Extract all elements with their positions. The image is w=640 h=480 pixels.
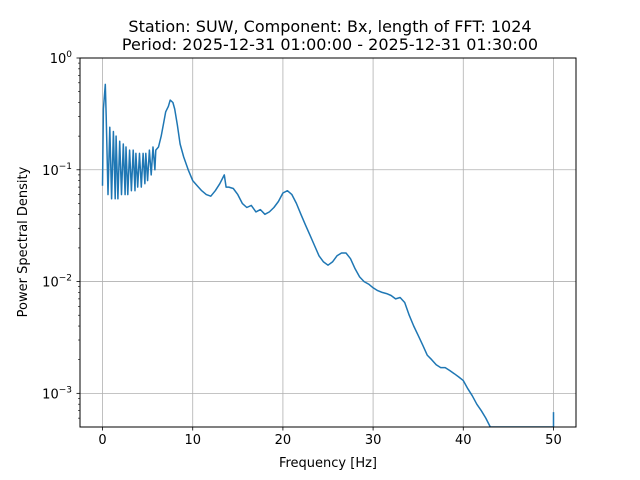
- x-axis-label: Frequency [Hz]: [279, 456, 377, 471]
- y-tick-exponent: −3: [59, 385, 72, 395]
- chart-title-line1: Station: SUW, Component: Bx, length of F…: [128, 17, 531, 36]
- x-axis-ticks: 0 10 20 30 40 50: [98, 427, 562, 448]
- y-tick-base: 10: [42, 387, 59, 402]
- x-tick-label: 10: [184, 433, 201, 448]
- x-tick-label: 40: [455, 433, 472, 448]
- x-tick-label: 20: [275, 433, 292, 448]
- plot-frame: [79, 57, 577, 428]
- y-tick-label: 10−2: [42, 274, 72, 291]
- chart-title-line2: Period: 2025-12-31 01:00:00 - 2025-12-31…: [122, 35, 538, 54]
- y-axis-label: Power Spectral Density: [16, 166, 31, 317]
- y-tick-base: 10: [42, 276, 59, 291]
- y-tick-label: 100: [50, 50, 73, 67]
- x-tick-label: 0: [98, 433, 106, 448]
- y-tick-exponent: −1: [59, 162, 72, 172]
- y-tick-label: 10−3: [42, 385, 72, 402]
- y-tick-exponent: −2: [59, 274, 72, 284]
- y-tick-base: 10: [50, 52, 67, 67]
- y-tick-exponent: 0: [66, 50, 72, 60]
- psd-series-line: [101, 83, 555, 427]
- y-tick-label: 10−1: [42, 162, 72, 179]
- x-tick-label: 50: [545, 433, 562, 448]
- y-tick-base: 10: [42, 164, 59, 179]
- x-tick-label: 30: [365, 433, 382, 448]
- plot-area: [80, 58, 576, 427]
